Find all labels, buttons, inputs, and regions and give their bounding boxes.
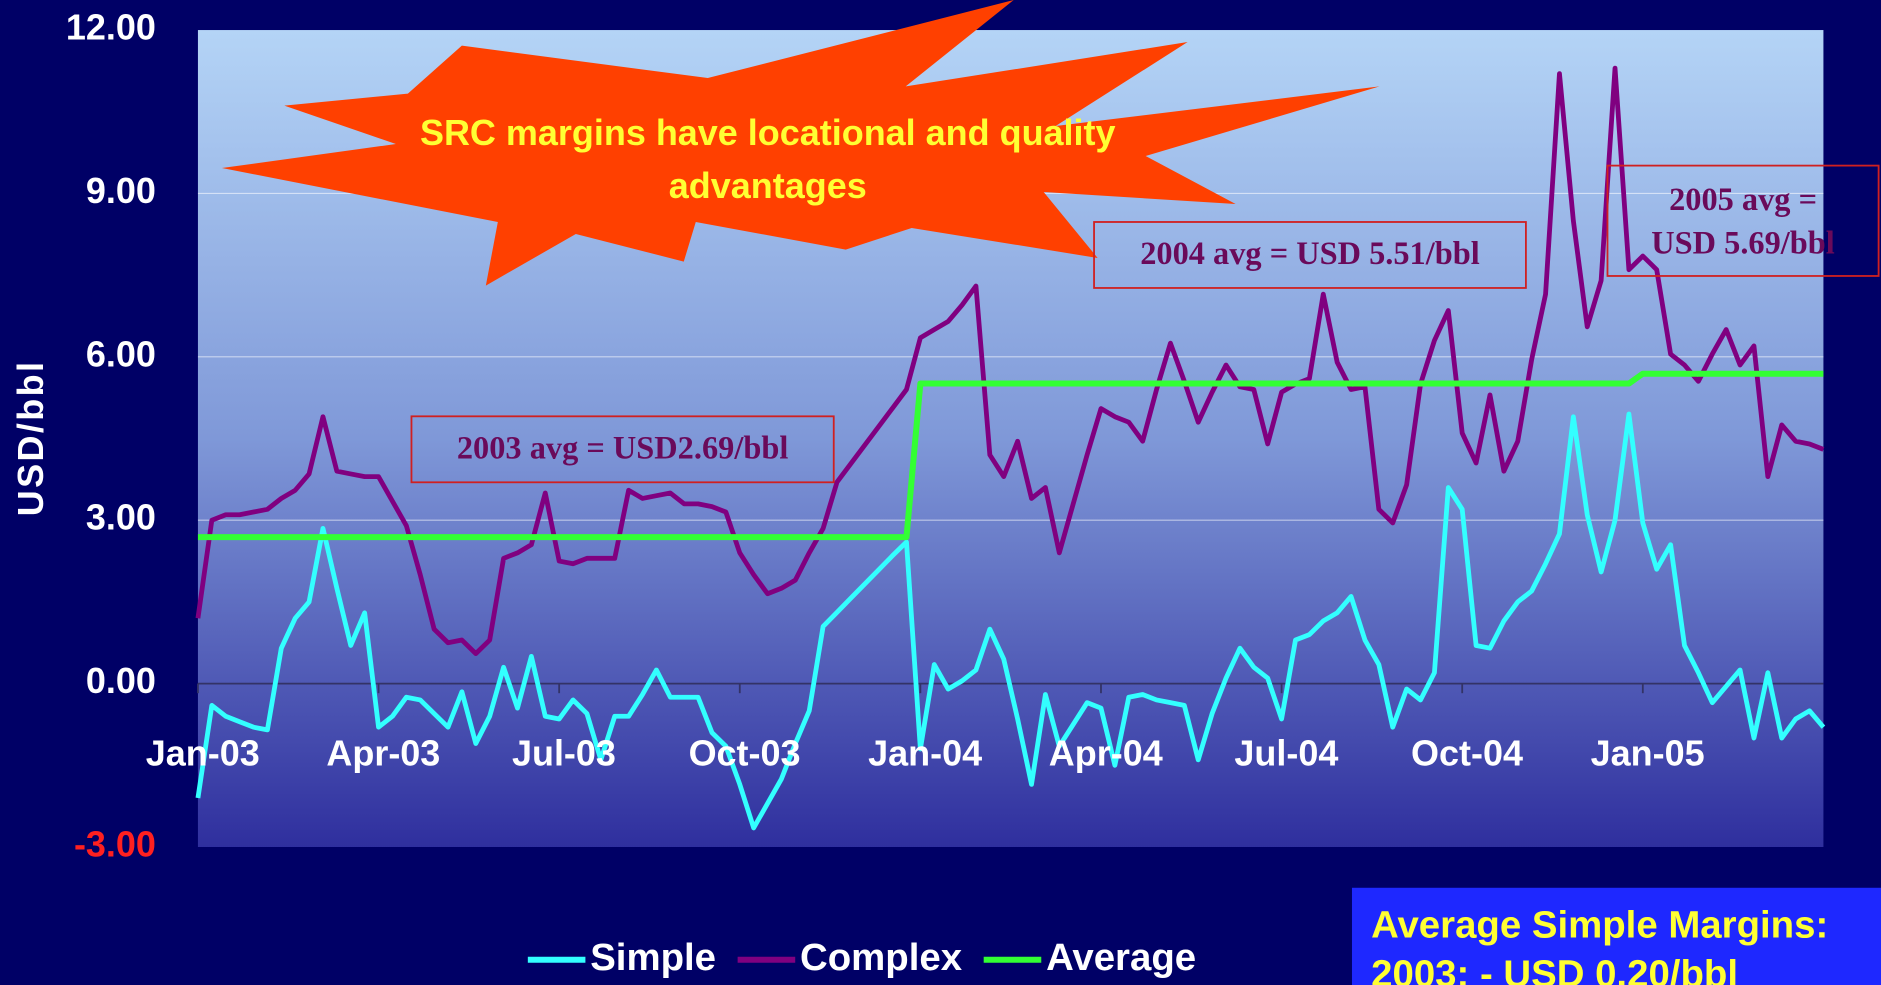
- x-tick-label: Jan-04: [868, 732, 982, 773]
- note-text: Average Simple Margins:: [1371, 904, 1828, 947]
- annotation-text: 2003 avg = USD2.69/bbl: [457, 431, 788, 467]
- x-tick-label: Oct-03: [689, 732, 801, 773]
- y-tick-label: 3.00: [86, 497, 156, 538]
- legend-label: Simple: [590, 936, 716, 979]
- annotation-text: 2005 avg =: [1669, 182, 1817, 218]
- series-line: [195, 411, 1826, 831]
- legend: Simple Complex Average: [527, 936, 1196, 979]
- annotation-box: [1093, 221, 1527, 289]
- series-line: [195, 65, 1825, 657]
- y-tick-label: -3.00: [74, 823, 156, 864]
- burst-text: advantages: [669, 165, 867, 206]
- annotation-box: [1606, 164, 1880, 277]
- y-axis-label: USD/bbl: [10, 360, 51, 517]
- series-lines: [195, 65, 1826, 831]
- y-tick-label: 12.00: [66, 7, 156, 48]
- x-tick-label: Jul-04: [1234, 732, 1338, 773]
- legend-label: Complex: [800, 936, 963, 979]
- x-tick-label: Jul-03: [512, 732, 616, 773]
- note-text: 2003: - USD 0.20/bbl: [1371, 953, 1738, 985]
- series-line: [197, 370, 1824, 541]
- x-tick-label: Jan-03: [146, 732, 260, 773]
- note-box: [1351, 887, 1881, 985]
- x-tick-label: Apr-04: [1049, 732, 1163, 773]
- starburst: [221, 0, 1380, 286]
- x-tick-label: Apr-03: [326, 732, 440, 773]
- y-tick-label: 9.00: [86, 170, 156, 211]
- y-tick-label: 6.00: [86, 333, 156, 374]
- annotation-text: USD 5.69/bbl: [1651, 225, 1835, 261]
- y-tick-label: 0.00: [86, 660, 156, 701]
- annotation-box: [410, 415, 835, 484]
- note: Average Simple Margins: 2003: - USD 0.20…: [1351, 887, 1881, 985]
- x-tick-label: Oct-04: [1411, 732, 1523, 773]
- legend-label: Average: [1046, 936, 1196, 979]
- x-tick-label: Jan-05: [1591, 732, 1705, 773]
- burst-text: SRC margins have locational and quality: [420, 112, 1116, 153]
- annotation-text: 2004 avg = USD 5.51/bbl: [1140, 236, 1480, 272]
